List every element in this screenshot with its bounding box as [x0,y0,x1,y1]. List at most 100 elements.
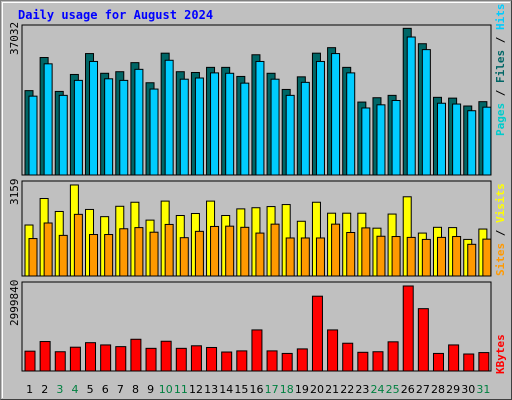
kbytes-bar [175,347,187,372]
hits-bar [376,104,386,176]
kbytes-bar [448,344,460,372]
x-tick-label: 1 [26,383,33,396]
x-tick-label: 17 [265,383,279,396]
sites-bar [210,225,220,277]
kbytes-bar [39,341,51,372]
sites-bar [421,238,431,277]
legend-hits-files-pages-pages: Pages [494,103,507,136]
y-tick-label-visits: 3159 [8,179,21,206]
kbytes-bar [432,352,444,372]
legend-hits-files-pages: Pages / Files / Hits [494,4,507,137]
sites-bar [58,234,68,277]
hits-bar [134,68,144,176]
x-tick-label: 16 [250,383,264,396]
hits-bar [436,102,446,176]
legend-visits-sites-sites: Sites [494,243,507,276]
x-tick-label: 19 [295,383,309,396]
kbytes-bar [251,329,263,372]
legend-hits-files-pages-sep1: / [494,83,507,103]
sites-bar [315,237,325,277]
x-tick-label: 11 [174,383,188,396]
hits-bar [73,79,83,176]
hits-bar [225,72,235,176]
x-tick-label: 22 [340,383,354,396]
legend-kbytes: KBytes [494,334,507,374]
kbytes-bar [266,350,278,372]
y-tick-label-hits: 37032 [8,22,21,55]
x-tick-label: 10 [159,383,173,396]
sites-bar [467,243,477,277]
legend-hits-files-pages-sep2: / [494,30,507,50]
hits-bar [89,60,99,176]
sites-bar [361,227,371,277]
x-tick-label: 8 [132,383,139,396]
sites-bar [452,236,462,277]
sites-bar [73,213,83,277]
x-tick-label: 24 [371,383,385,396]
legend-visits-sites-visits: Visits [494,183,507,223]
sites-bar [240,226,250,277]
kbytes-bar [281,352,293,372]
kbytes-bar [130,338,142,372]
legend-hits-files-pages-hits: Hits [494,4,507,31]
hits-bar [149,88,159,176]
x-tick-label: 23 [355,383,369,396]
x-tick-label: 2 [41,383,48,396]
hits-bar [467,110,477,176]
sites-bar [436,236,446,277]
sites-bar [194,230,204,277]
kbytes-bar [24,350,36,372]
kbytes-bar [311,295,323,372]
hits-bar [119,79,129,176]
x-tick-label: 21 [325,383,339,396]
sites-bar [134,227,144,277]
hits-bar [164,59,174,176]
x-tick-label: 14 [219,383,233,396]
kbytes-bar [54,351,66,372]
hits-bar [391,99,401,176]
kbytes-bar [160,340,172,372]
hits-bar [452,103,462,176]
hits-bar [240,82,250,176]
hits-bar [194,77,204,176]
x-tick-label: 4 [71,383,78,396]
kbytes-bar [190,345,202,372]
kbytes-bar [115,346,127,372]
legend-visits-sites: Sites / Visits [494,183,507,276]
sites-bar [225,225,235,277]
kbytes-bar [69,346,81,372]
x-tick-label: 15 [234,383,248,396]
sites-bar [104,234,114,277]
kbytes-bar [206,346,218,372]
sites-bar [43,222,53,277]
hits-bar [104,78,114,176]
hits-bar [210,72,220,176]
kbytes-bar [145,347,157,372]
sites-bar [285,237,295,277]
kbytes-bar [296,348,308,372]
kbytes-bar [478,352,490,372]
kbytes-bar [372,351,384,372]
sites-bar [164,223,174,277]
sites-bar [149,231,159,277]
hits-bar [361,107,371,176]
hits-bar [300,81,310,176]
x-tick-label: 30 [461,383,475,396]
x-tick-label: 5 [87,383,94,396]
x-tick-label: 20 [310,383,324,396]
x-tick-label: 12 [189,383,203,396]
kbytes-bar [402,285,414,372]
sites-bar [331,223,341,277]
hits-bar [270,78,280,176]
sites-bar [255,232,265,277]
kbytes-bar [236,350,248,372]
sites-bar [391,236,401,277]
x-tick-label: 28 [431,383,445,396]
kbytes-bar [85,342,97,372]
hits-bar [285,94,295,176]
sites-bar [270,223,280,277]
sites-bar [346,232,356,277]
sites-bar [119,228,129,277]
x-tick-label: 6 [102,383,109,396]
